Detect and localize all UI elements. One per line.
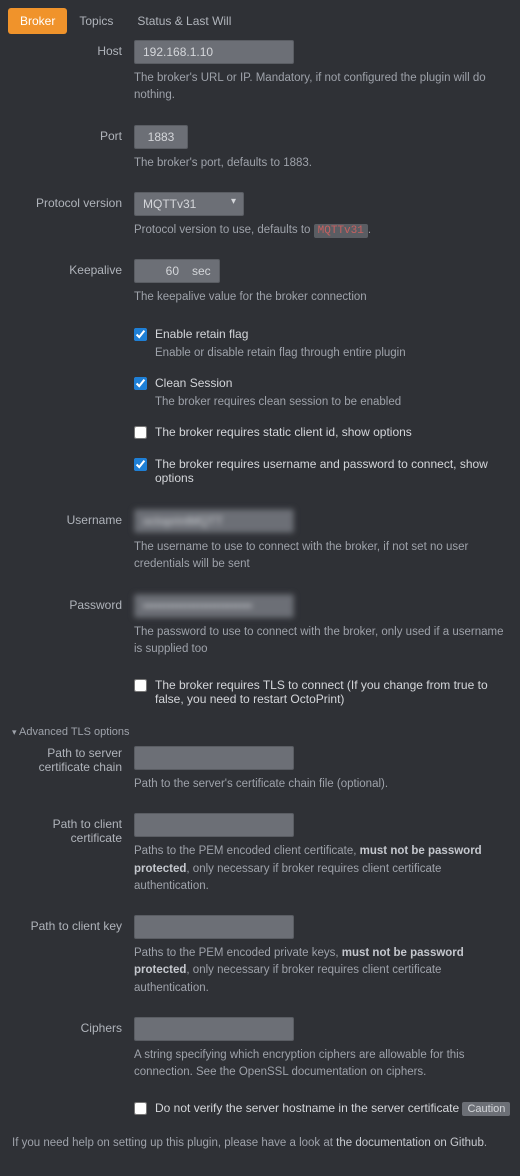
tabs: Broker Topics Status & Last Will bbox=[0, 0, 520, 34]
advanced-tls-toggle[interactable]: Advanced TLS options bbox=[8, 724, 512, 744]
client-key-input[interactable] bbox=[134, 915, 294, 939]
protocol-default-badge: MQTTv31 bbox=[314, 224, 368, 238]
client-key-label: Path to client key bbox=[8, 913, 134, 933]
tls-checkbox[interactable] bbox=[134, 679, 147, 692]
host-input[interactable] bbox=[134, 40, 294, 64]
username-help: The username to use to connect with the … bbox=[134, 539, 512, 574]
protocol-help: Protocol version to use, defaults to MQT… bbox=[134, 222, 512, 240]
auth-label: The broker requires username and passwor… bbox=[155, 457, 512, 485]
docs-link[interactable]: the documentation on Github bbox=[336, 1137, 484, 1149]
keepalive-help: The keepalive value for the broker conne… bbox=[134, 289, 512, 306]
noverify-checkbox[interactable] bbox=[134, 1102, 147, 1115]
clean-label: Clean Session bbox=[155, 376, 232, 390]
password-input[interactable] bbox=[134, 594, 294, 618]
client-cert-label: Path to client certificate bbox=[8, 811, 134, 845]
keepalive-unit: sec bbox=[184, 259, 220, 283]
protocol-select[interactable]: MQTTv31 bbox=[134, 192, 244, 216]
clean-help: The broker requires clean session to be … bbox=[155, 394, 512, 411]
clean-checkbox[interactable] bbox=[134, 377, 147, 390]
form: Host The broker's URL or IP. Mandatory, … bbox=[0, 34, 520, 1176]
caution-badge: Caution bbox=[462, 1102, 510, 1116]
client-key-help: Paths to the PEM encoded private keys, m… bbox=[134, 945, 512, 997]
keepalive-label: Keepalive bbox=[8, 257, 134, 277]
port-help: The broker's port, defaults to 1883. bbox=[134, 155, 512, 172]
footer-help: If you need help on setting up this plug… bbox=[8, 1131, 512, 1164]
tab-status[interactable]: Status & Last Will bbox=[125, 8, 243, 34]
retain-label: Enable retain flag bbox=[155, 327, 248, 341]
username-label: Username bbox=[8, 507, 134, 527]
protocol-label: Protocol version bbox=[8, 190, 134, 210]
ciphers-label: Ciphers bbox=[8, 1015, 134, 1035]
ciphers-help: A string specifying which encryption cip… bbox=[134, 1047, 512, 1082]
keepalive-input[interactable] bbox=[134, 259, 188, 283]
password-help: The password to use to connect with the … bbox=[134, 624, 512, 659]
cert-chain-help: Path to the server's certificate chain f… bbox=[134, 776, 512, 793]
noverify-label: Do not verify the server hostname in the… bbox=[155, 1101, 510, 1115]
retain-checkbox[interactable] bbox=[134, 328, 147, 341]
static-id-checkbox[interactable] bbox=[134, 426, 147, 439]
retain-help: Enable or disable retain flag through en… bbox=[155, 345, 512, 362]
port-label: Port bbox=[8, 123, 134, 143]
password-label: Password bbox=[8, 592, 134, 612]
tls-label: The broker requires TLS to connect (If y… bbox=[155, 678, 512, 706]
port-input[interactable] bbox=[134, 125, 188, 149]
cert-chain-input[interactable] bbox=[134, 746, 294, 770]
host-help: The broker's URL or IP. Mandatory, if no… bbox=[134, 70, 512, 105]
client-cert-input[interactable] bbox=[134, 813, 294, 837]
static-id-label: The broker requires static client id, sh… bbox=[155, 425, 412, 439]
cert-chain-label: Path to server certificate chain bbox=[8, 744, 134, 774]
tab-topics[interactable]: Topics bbox=[67, 8, 125, 34]
auth-checkbox[interactable] bbox=[134, 458, 147, 471]
client-cert-help: Paths to the PEM encoded client certific… bbox=[134, 843, 512, 895]
username-input[interactable] bbox=[134, 509, 294, 533]
host-label: Host bbox=[8, 38, 134, 58]
tab-broker[interactable]: Broker bbox=[8, 8, 67, 34]
ciphers-input[interactable] bbox=[134, 1017, 294, 1041]
